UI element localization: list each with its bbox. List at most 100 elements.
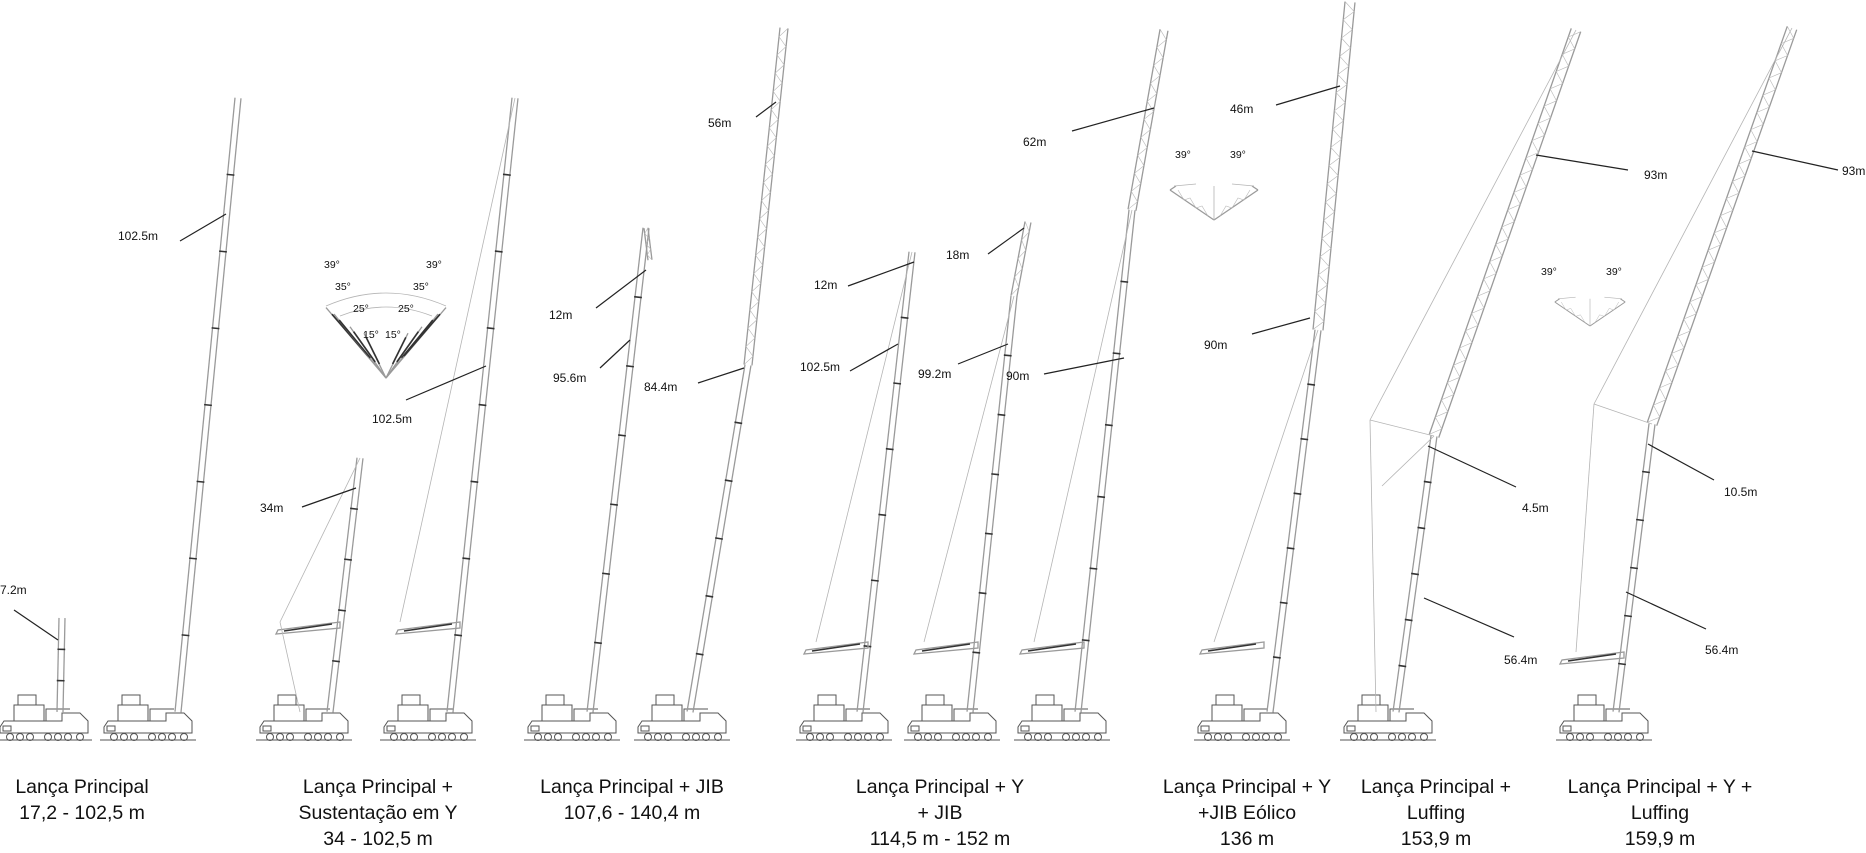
boom-cfg6 <box>1392 435 1438 713</box>
dimension-label: 90m <box>1006 369 1029 383</box>
dimension-label: 90m <box>1204 338 1227 352</box>
dimension-label: 95.6m <box>553 371 586 385</box>
crane-truck-11 <box>1339 694 1437 741</box>
angle-label-luffing: 39° <box>1541 266 1557 278</box>
jib-cfg3-short <box>643 227 653 261</box>
caption-line: Lança Principal + Y <box>1162 776 1332 798</box>
caption-line: 114,5 m - 152 m <box>869 828 1011 850</box>
guy-cfg7-b <box>1575 403 1595 653</box>
crane-truck-12 <box>1555 694 1653 741</box>
dimension-leader <box>1071 107 1155 132</box>
caption-line: Lança Principal + <box>302 776 454 798</box>
y-support-cfg5 <box>1198 641 1265 655</box>
caption-line: 107,6 - 140,4 m <box>563 802 701 824</box>
jib-cfg4-c <box>1127 29 1169 211</box>
dimension-label: 4.5m <box>1522 501 1549 515</box>
y-support-cfg4-a <box>802 641 869 655</box>
dimension-label: 56.4m <box>1705 643 1738 657</box>
boom-cfg7 <box>1612 423 1656 713</box>
crane-drawings <box>0 1 1798 741</box>
crane-truck-5 <box>523 694 621 741</box>
caption-line: 159,9 m <box>1624 828 1696 850</box>
configuration-caption-4: Lança Principal + Y + JIB 114,5 m - 152 m <box>840 774 1040 852</box>
dimension-leader <box>697 367 745 384</box>
dimension-leader <box>599 339 631 369</box>
caption-line: 136 m <box>1219 828 1275 850</box>
crane-truck-6 <box>633 694 731 741</box>
caption-line: Lança Principal + <box>1360 776 1512 798</box>
luffing-jib-cfg7 <box>1646 26 1798 426</box>
dimension-annotations: 7.2m 102.5m 34m 102.5m 12m 95.6m 56m 84.4m 12m 10… <box>0 85 1865 667</box>
dimension-leader <box>1423 597 1515 638</box>
caption-line: Luffing <box>1406 802 1466 824</box>
crane-truck-4 <box>379 694 477 741</box>
jib-cfg4-b <box>1010 221 1032 297</box>
crane-truck-3 <box>255 694 353 741</box>
guy-cfg4-b <box>923 295 1015 643</box>
dimension-leader <box>595 269 647 309</box>
dimension-label: 84.4m <box>644 380 677 394</box>
dimension-leader <box>849 343 899 372</box>
caption-line: Luffing <box>1630 802 1690 824</box>
jib-cfg5-wind <box>1312 1 1356 331</box>
configuration-caption-5: Lança Principal + Y +JIB Eólico 136 m <box>1147 774 1347 852</box>
angle-label-wind-jib: 39° <box>1175 149 1191 161</box>
dimension-leader <box>1535 154 1629 171</box>
caption-line: + JIB <box>917 802 963 824</box>
caption-line: Lança Principal <box>15 776 149 798</box>
angle-label-y-support: 35° <box>335 281 351 293</box>
dimension-leader <box>405 365 487 401</box>
guy-cfg2-short-b <box>279 621 301 713</box>
caption-line: +JIB Eólico <box>1197 802 1297 824</box>
dimension-label: 102.5m <box>118 229 158 243</box>
caption-line: 34 - 102,5 m <box>323 828 433 850</box>
dimension-leader <box>1043 357 1125 375</box>
dimension-leader <box>1275 85 1341 106</box>
configuration-caption-6: Lança Principal + Luffing 153,9 m <box>1336 774 1536 852</box>
guy-cfg6-b <box>1369 419 1377 713</box>
caption-line: Lança Principal + JIB <box>540 776 724 798</box>
jib-cfg3-long <box>743 27 789 366</box>
luffing-jib-cfg6 <box>1428 28 1582 438</box>
angle-label-y-support: 35° <box>413 281 429 293</box>
dimension-label: 10.5m <box>1724 485 1757 499</box>
dimension-leader <box>1427 445 1517 488</box>
angle-label-y-support: 15° <box>385 329 401 341</box>
configuration-caption-1: Lança Principal 17,2 - 102,5 m <box>0 774 182 826</box>
boom-cfg3-main <box>586 227 650 713</box>
dimension-label: 34m <box>260 501 283 515</box>
angle-label-wind-jib: 39° <box>1230 149 1246 161</box>
angle-fan-luffing <box>1554 296 1626 327</box>
boom-cfg4-a <box>856 251 916 713</box>
caption-line: 17,2 - 102,5 m <box>19 802 145 824</box>
dimension-leader <box>301 487 357 508</box>
crane-truck-8 <box>903 694 1001 741</box>
guy-cfg5 <box>1213 329 1319 643</box>
dimension-label: 12m <box>814 278 837 292</box>
dimension-leader <box>179 213 227 242</box>
y-support-cfg7 <box>1558 651 1625 665</box>
angle-fan-wind-jib <box>1169 183 1259 221</box>
dimension-label: 46m <box>1230 102 1253 116</box>
dimension-leader <box>1647 443 1715 481</box>
y-support-cfg2-full <box>394 621 461 635</box>
guy-cfg6-a <box>1369 29 1577 421</box>
dimension-leader <box>13 609 59 641</box>
configuration-caption-7: Lança Principal + Y + Luffing 159,9 m <box>1560 774 1760 852</box>
dimension-leader <box>957 343 1009 365</box>
dimension-label: 18m <box>946 248 969 262</box>
angle-label-y-support: 39° <box>324 259 340 271</box>
dimension-leader <box>1625 591 1707 630</box>
dimension-label: 12m <box>549 308 572 322</box>
configuration-caption-3: Lança Principal + JIB 107,6 - 140,4 m <box>532 774 732 826</box>
dimension-label: 56.4m <box>1504 653 1537 667</box>
boom-cfg1-short <box>56 617 66 713</box>
angle-fan-y-support <box>325 292 447 379</box>
guy-cfg6-c <box>1381 435 1435 487</box>
caption-line: Sustentação em Y <box>298 802 458 824</box>
boom-cfg1-full <box>174 97 242 713</box>
guy-cfg2-short <box>279 457 361 623</box>
angle-label-luffing: 39° <box>1606 266 1622 278</box>
y-support-cfg4-b <box>912 641 979 655</box>
